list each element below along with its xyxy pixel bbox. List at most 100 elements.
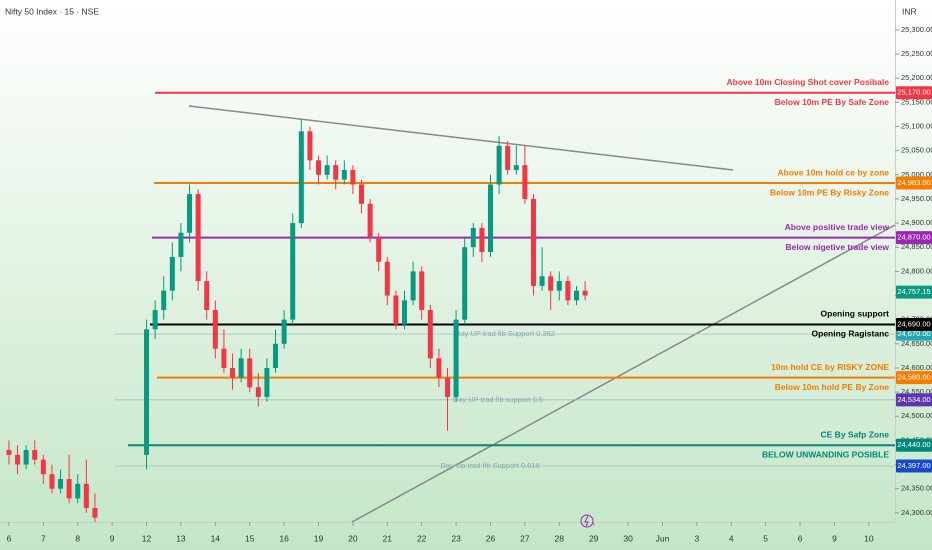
- candle-body: [505, 145, 511, 170]
- candle-body: [539, 276, 545, 286]
- candle-body: [169, 256, 175, 291]
- price-tag-label: 24,580.00: [897, 373, 930, 382]
- x-tick-label: 14: [211, 533, 221, 543]
- x-tick-label: 9: [110, 533, 115, 543]
- x-tick-label: 16: [279, 533, 289, 543]
- candle-body: [58, 479, 64, 489]
- candle-body: [316, 160, 322, 175]
- level-label: BELOW UNWANDING POSIBLE: [762, 449, 889, 459]
- y-tick-label: 24,800.00: [901, 266, 932, 275]
- candle-body: [419, 271, 425, 311]
- level-label: Opening Ragistanc: [812, 329, 890, 339]
- plot: [188, 105, 896, 523]
- candle-body: [548, 276, 554, 291]
- x-tick-label: 7: [41, 533, 46, 543]
- x-tick-label: 10: [864, 533, 874, 543]
- candle-body: [573, 290, 579, 301]
- candle-body: [556, 281, 562, 291]
- candle-body: [496, 145, 502, 185]
- y-tick-label: 25,250.00: [901, 49, 932, 58]
- y-tick-label: 24,850.00: [901, 242, 932, 251]
- y-tick-label: 25,000.00: [901, 170, 932, 179]
- candle-body: [359, 184, 365, 204]
- price-tag: [896, 371, 932, 385]
- x-tick-label: 13: [176, 533, 186, 543]
- y-tick-label: 24,300.00: [901, 508, 932, 517]
- y-tick-label: 24,900.00: [901, 218, 932, 227]
- y-tick-label: 24,350.00: [901, 484, 932, 493]
- candle-body: [410, 271, 416, 301]
- price-tag: [896, 285, 932, 299]
- candle-body: [273, 343, 279, 368]
- trend-line: [188, 105, 734, 171]
- candle-body: [187, 194, 193, 233]
- x-tick-label: 19: [314, 533, 324, 543]
- candle-body: [487, 184, 493, 253]
- y-tick-label: 24,600.00: [901, 363, 932, 372]
- candle-body: [144, 329, 150, 455]
- level-label: Opening support: [821, 309, 890, 319]
- candle-body: [470, 227, 476, 248]
- candle-body: [40, 459, 46, 475]
- y-tick-label: 25,100.00: [901, 122, 932, 131]
- candle-body: [350, 169, 356, 185]
- candle-body: [393, 295, 399, 325]
- price-tag: [896, 86, 932, 100]
- candle-body: [49, 474, 55, 489]
- candle-body: [161, 290, 167, 311]
- price-tag: [896, 393, 932, 407]
- candle-body: [195, 194, 201, 282]
- candle-body: [530, 198, 536, 286]
- price-tag: [896, 231, 932, 245]
- candle-body: [178, 232, 184, 257]
- level-label: Above positive trade view: [785, 222, 890, 232]
- candle-body: [462, 247, 468, 320]
- candle-body: [204, 281, 210, 311]
- candle-body: [66, 479, 72, 499]
- candle-body: [212, 310, 218, 349]
- candle-body: [75, 483, 81, 499]
- candle-body: [436, 358, 442, 378]
- y-tick-label: 24,650.00: [901, 339, 932, 348]
- level-label: 10m hold CE by RISKY ZONE: [771, 362, 889, 372]
- level-label: Above 10m hold ce by zone: [778, 167, 890, 177]
- y-tick-label: 25,050.00: [901, 146, 932, 155]
- candle-body: [6, 450, 12, 455]
- x-tick-label: 6: [7, 533, 12, 543]
- candle-body: [247, 358, 253, 388]
- candle-body: [238, 358, 244, 378]
- candle-body: [255, 387, 261, 397]
- x-tick-label: 6: [798, 533, 803, 543]
- level-label: Below nigetive trade view: [786, 242, 890, 252]
- level-label: CE By Safp Zone: [821, 429, 890, 439]
- x-tick-label: 26: [486, 533, 496, 543]
- fib-label: Day UP trad fib support 0.5: [453, 395, 543, 404]
- price-tag-label: 24,690.00: [897, 319, 930, 328]
- candle-body: [83, 483, 89, 508]
- x-tick-label: 5: [763, 533, 768, 543]
- x-tick-label: 21: [383, 533, 393, 543]
- candle-body: [15, 454, 21, 465]
- price-tag-label: 24,440.00: [897, 440, 930, 449]
- candle-body: [324, 165, 330, 175]
- level-label: Below 10m hold PE By Zone: [775, 382, 890, 392]
- x-tick-label: 12: [142, 533, 152, 543]
- price-tag-label: 24,397.00: [897, 461, 930, 470]
- x-tick-label: Jun: [656, 533, 670, 543]
- candle-body: [230, 367, 236, 378]
- candle-body: [307, 131, 313, 161]
- x-tick-label: 22: [417, 533, 427, 543]
- candle-body: [479, 227, 485, 253]
- candle-body: [522, 165, 528, 199]
- candle-body: [333, 165, 339, 180]
- candle-body: [290, 223, 296, 320]
- price-tag-label: 24,670.00: [897, 329, 930, 338]
- icon: [580, 514, 594, 528]
- candle-body: [453, 319, 459, 397]
- candle-body: [23, 450, 29, 465]
- candle-body: [221, 348, 227, 368]
- candle-body: [298, 131, 304, 224]
- x-tick-label: 15: [245, 533, 255, 543]
- trend-line: [351, 224, 896, 523]
- price-tag: [896, 176, 932, 190]
